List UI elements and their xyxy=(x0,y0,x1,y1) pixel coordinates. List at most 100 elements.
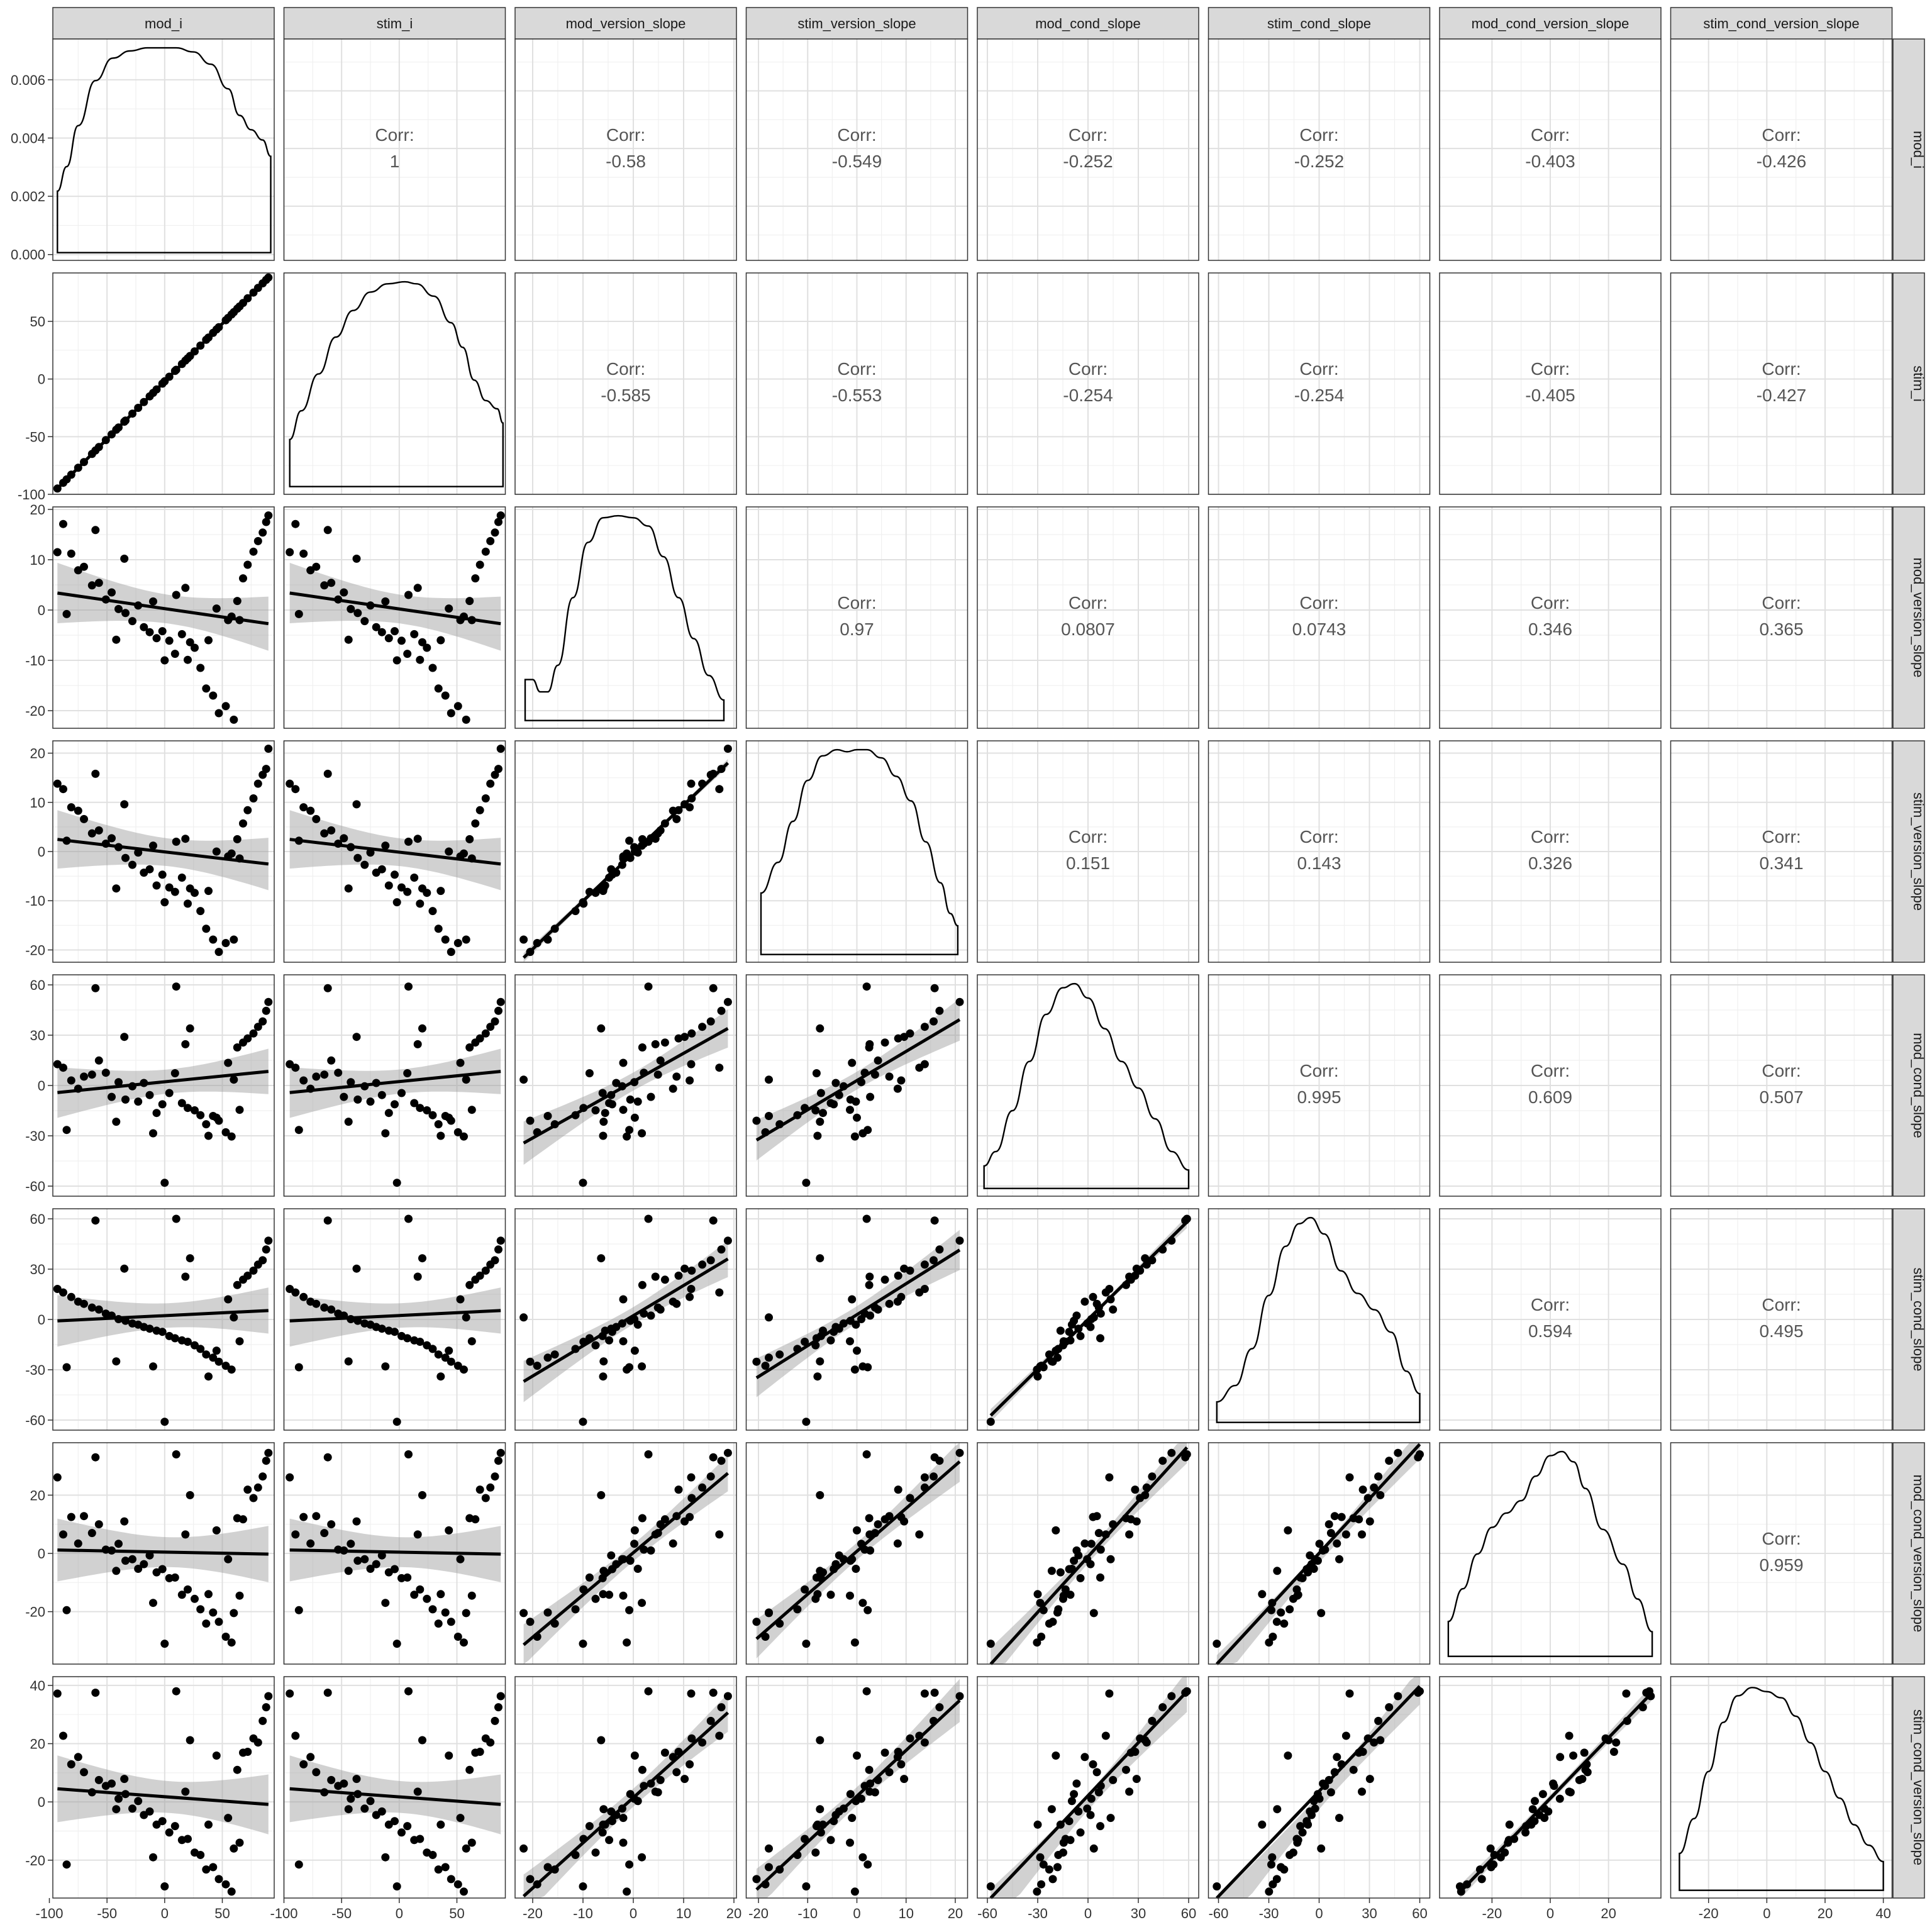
scatter-point xyxy=(1565,1731,1574,1740)
panel-r4-c3 xyxy=(514,740,737,963)
scatter-point xyxy=(453,1128,462,1136)
strip-right-label-1: mod_i xyxy=(1911,131,1926,169)
scatter-point xyxy=(384,881,393,890)
scatter-point xyxy=(619,1838,628,1847)
scatter-point xyxy=(230,715,238,724)
scatter-point xyxy=(1106,1814,1115,1823)
scatter-point xyxy=(416,1104,425,1113)
scatter-point xyxy=(165,636,174,645)
scatter-point xyxy=(445,604,453,613)
scatter-point xyxy=(709,1216,718,1225)
corr-label: Corr: xyxy=(606,359,645,379)
corr-label: Corr: xyxy=(1299,359,1338,379)
scatter-point xyxy=(327,1775,336,1784)
scatter-point xyxy=(87,829,96,838)
scatter-point xyxy=(397,636,406,645)
regression-line xyxy=(289,1070,501,1094)
scatter-point xyxy=(715,1530,724,1539)
scatter-point xyxy=(1105,1473,1114,1482)
scatter-point xyxy=(599,1590,608,1599)
scatter-point xyxy=(404,591,413,599)
y-tick-label: 0 xyxy=(38,844,45,860)
scatter-point xyxy=(644,1214,653,1223)
scatter-point xyxy=(249,794,258,802)
scatter-point xyxy=(62,609,71,618)
y-tick-label: 0.002 xyxy=(11,189,45,204)
scatter-point xyxy=(191,643,199,652)
corr-label: Corr: xyxy=(1299,593,1338,613)
scatter-point xyxy=(456,1555,465,1563)
scatter-point xyxy=(239,819,247,828)
scatter-point xyxy=(481,1266,490,1275)
y-tick-label: -50 xyxy=(25,429,45,445)
corr-label: Corr: xyxy=(837,593,876,613)
scatter-point xyxy=(160,1179,169,1187)
scatter-point xyxy=(1096,1309,1105,1318)
corr-label: Corr: xyxy=(1069,359,1108,379)
scatter-point xyxy=(160,656,169,665)
scatter-point xyxy=(465,835,474,843)
scatter-point xyxy=(243,1748,252,1756)
scatter-point xyxy=(172,1214,180,1223)
gridlines xyxy=(1208,741,1430,962)
scatter-point xyxy=(120,1517,129,1526)
panel-bg xyxy=(53,1677,274,1898)
scatter-point xyxy=(1330,1512,1339,1521)
scatter-point xyxy=(294,609,303,618)
strip-right-7 xyxy=(1892,1442,1925,1665)
scatter-point xyxy=(599,1372,608,1381)
scatter-point xyxy=(1039,1860,1048,1869)
scatter-point xyxy=(633,1565,642,1573)
scatter-point xyxy=(1306,1551,1314,1560)
scatter-point xyxy=(80,814,88,823)
scatter-point xyxy=(114,1540,123,1548)
scatter-point xyxy=(467,1337,476,1346)
scatter-point xyxy=(765,1609,773,1618)
regression-line xyxy=(522,1711,730,1898)
scatter-point xyxy=(475,560,484,569)
scatter-point xyxy=(114,1794,123,1803)
scatter-point xyxy=(145,628,154,636)
scatter-point xyxy=(441,1863,450,1872)
strip-top-label-3: mod_version_slope xyxy=(566,16,686,31)
scatter-point xyxy=(312,1512,321,1521)
panel-border xyxy=(977,1442,1199,1665)
scatter-point xyxy=(233,1765,242,1774)
panel-r3-c7: Corr: 0.346 xyxy=(1439,506,1662,729)
scatter-point xyxy=(1047,1567,1056,1575)
scatter-point xyxy=(1324,1520,1333,1529)
scatter-point xyxy=(384,1109,393,1118)
scatter-point xyxy=(765,1313,773,1322)
corr-label: Corr: xyxy=(1069,827,1108,847)
scatter-point xyxy=(1285,1605,1294,1614)
scatter-point xyxy=(605,1336,614,1345)
panel-r1-c2: Corr: 1 xyxy=(283,38,506,261)
scatter-point xyxy=(1549,1779,1558,1788)
gridlines xyxy=(53,507,274,728)
scatter-point xyxy=(160,1640,169,1648)
panel-r6-c1 xyxy=(52,1208,275,1431)
panel-border xyxy=(977,740,1199,963)
scatter-point xyxy=(140,1560,148,1568)
scatter-point xyxy=(687,1285,696,1293)
gridlines xyxy=(283,273,506,495)
scatter-point xyxy=(214,709,223,718)
gridlines xyxy=(1208,975,1430,1196)
scatter-point xyxy=(1056,1326,1065,1335)
scatter-point xyxy=(1269,1633,1277,1641)
scatter-point xyxy=(53,1689,62,1698)
scatter-point xyxy=(62,1860,71,1869)
panel-border xyxy=(514,1442,737,1665)
scatter-point xyxy=(202,1619,211,1628)
scatter-point xyxy=(202,1120,211,1129)
scatter-point xyxy=(327,1520,336,1529)
scatter-point xyxy=(291,1288,300,1297)
scatter-point xyxy=(196,907,205,916)
scatter-point xyxy=(1072,1779,1081,1788)
regression-line xyxy=(57,1787,269,1806)
scatter-point xyxy=(221,1880,230,1889)
scatter-point xyxy=(1349,1765,1358,1774)
scatter-point xyxy=(1355,1515,1363,1524)
scatter-point xyxy=(1296,1822,1305,1831)
scatter-point xyxy=(816,1024,824,1033)
